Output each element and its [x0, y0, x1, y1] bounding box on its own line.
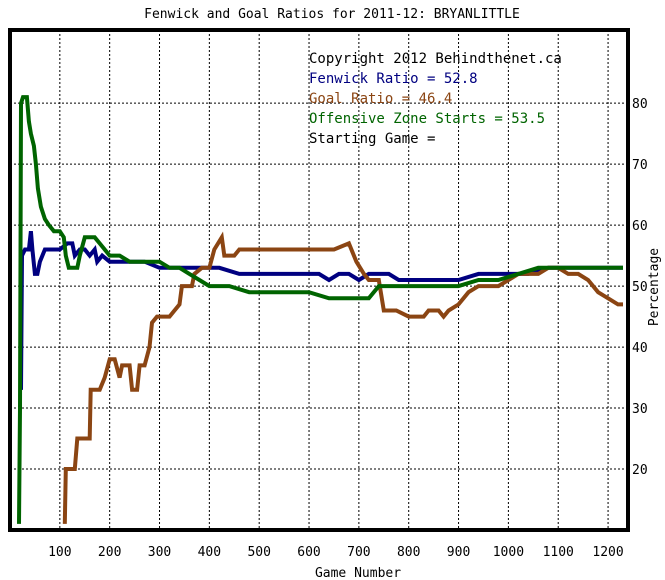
annotation-line: Goal Ratio = 46.4 — [309, 91, 452, 107]
y-tick-label: 40 — [632, 341, 648, 356]
x-axis-label: Game Number — [315, 566, 401, 580]
y-tick-labels: 20 30 40 50 60 70 80 — [632, 97, 648, 478]
x-tick-label: 900 — [447, 545, 470, 560]
annotation-line: Offensive Zone Starts = 53.5 — [309, 111, 545, 127]
x-tick-label: 1100 — [543, 545, 574, 560]
series-line-goal-ratio — [62, 231, 623, 524]
series-line-offensive-zone-starts — [17, 95, 623, 524]
x-tick-label: 300 — [148, 545, 171, 560]
x-tick-label: 100 — [48, 545, 71, 560]
y-axis-label: Percentage — [647, 248, 662, 326]
annotation-block: Copyright 2012 Behindthenet.ca Fenwick Ra… — [309, 51, 562, 147]
x-tick-labels: 100 200 300 400 500 600 700 800 900 1000 1100 1200 — [48, 545, 624, 560]
annotation-line: Copyright 2012 Behindthenet.ca — [309, 51, 562, 67]
annotation-line: Fenwick Ratio = 52.8 — [309, 71, 478, 87]
plot-frame — [8, 28, 630, 532]
chart-title: Fenwick and Goal Ratios for 2011-12: BRY… — [144, 7, 520, 22]
x-tick-label: 1200 — [592, 545, 623, 560]
x-tick-label: 800 — [397, 545, 420, 560]
annotation-line: Starting Game = — [309, 131, 435, 147]
x-tick-label: 600 — [297, 545, 320, 560]
y-tick-label: 80 — [632, 97, 648, 112]
x-tick-label: 1000 — [493, 545, 524, 560]
x-tick-label: 500 — [247, 545, 270, 560]
plot-area — [17, 30, 628, 530]
y-tick-label: 50 — [632, 280, 648, 295]
series-layer — [17, 95, 623, 524]
x-tick-label: 200 — [98, 545, 121, 560]
x-tick-label: 400 — [198, 545, 221, 560]
y-tick-label: 70 — [632, 158, 648, 173]
y-tick-label: 60 — [632, 219, 648, 234]
y-tick-label: 30 — [632, 402, 648, 417]
x-tick-label: 700 — [347, 545, 370, 560]
y-tick-label: 20 — [632, 463, 648, 478]
